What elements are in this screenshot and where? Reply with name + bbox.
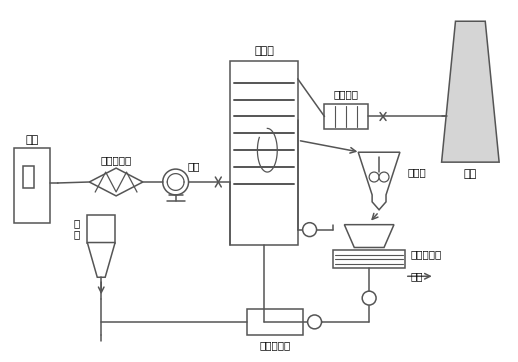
Circle shape — [303, 223, 316, 237]
Circle shape — [308, 315, 322, 329]
Text: 渣水分离器: 渣水分离器 — [411, 249, 442, 260]
Polygon shape — [88, 243, 115, 277]
Bar — [23, 166, 34, 188]
Bar — [230, 61, 298, 244]
Bar — [324, 104, 368, 129]
Bar — [334, 251, 405, 268]
Text: 石
灰: 石 灰 — [73, 218, 79, 239]
Polygon shape — [89, 168, 143, 196]
Circle shape — [379, 172, 389, 182]
Text: 风机: 风机 — [188, 161, 200, 171]
Circle shape — [362, 291, 376, 305]
Circle shape — [163, 169, 189, 195]
Text: 电除尘装置: 电除尘装置 — [100, 155, 132, 165]
Text: 锅炉: 锅炉 — [25, 135, 38, 145]
Bar — [88, 215, 115, 243]
Text: 石灰浆液池: 石灰浆液池 — [259, 340, 291, 350]
Text: 加热装置: 加热装置 — [334, 90, 359, 100]
Text: 烟囱: 烟囱 — [464, 169, 477, 179]
Bar — [14, 148, 50, 223]
Bar — [247, 309, 303, 335]
Polygon shape — [344, 225, 394, 248]
Polygon shape — [358, 152, 400, 210]
Polygon shape — [441, 21, 499, 162]
Text: 吸收塔: 吸收塔 — [254, 46, 274, 56]
Text: 搅拌槽: 搅拌槽 — [408, 167, 427, 177]
Circle shape — [369, 172, 379, 182]
Text: 固体: 固体 — [411, 271, 423, 281]
